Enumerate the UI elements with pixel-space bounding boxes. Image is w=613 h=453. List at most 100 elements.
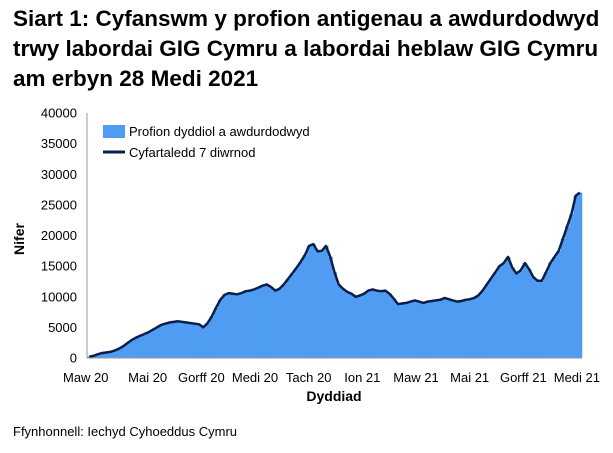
legend-bar-label: Profion dyddiol a awdurdodwyd [129, 124, 310, 139]
x-tick-label: Medi 21 [554, 370, 600, 385]
x-tick-label: Gorff 20 [178, 370, 225, 385]
bar [256, 287, 261, 358]
y-tick-label: 0 [70, 351, 77, 366]
bar [387, 293, 392, 358]
bar [273, 290, 278, 359]
bar [472, 297, 477, 358]
bar [383, 290, 388, 359]
bar [235, 294, 240, 358]
y-tick-label: 10000 [41, 289, 77, 304]
y-tick-labels: 0 5000 10000 15000 20000 25000 30000 35000 40000 [41, 106, 77, 366]
x-tick-label: Maw 21 [393, 370, 439, 385]
bar [184, 322, 189, 358]
bar [455, 301, 460, 358]
bar [125, 343, 130, 358]
y-tick-label: 35000 [41, 136, 77, 151]
bar [552, 256, 557, 358]
bar [175, 321, 181, 358]
bar [294, 267, 299, 358]
bar [319, 250, 325, 358]
bar [459, 301, 464, 358]
bar [99, 353, 105, 358]
bar [205, 323, 210, 358]
bar [298, 261, 304, 358]
bar [328, 256, 333, 358]
bar [285, 278, 291, 358]
axes [86, 113, 582, 359]
bar [556, 250, 562, 358]
bar [180, 321, 185, 358]
bar [527, 269, 532, 358]
bar [370, 289, 375, 358]
bar [133, 337, 139, 358]
bar [548, 263, 553, 358]
y-tick-label: 30000 [41, 167, 77, 182]
bar [433, 300, 439, 358]
bar [112, 350, 117, 358]
bar [408, 301, 414, 358]
legend-line-label: Cyfartaledd 7 diwrnod [129, 145, 255, 160]
bar [323, 245, 329, 358]
bar [353, 296, 359, 358]
bar [425, 301, 430, 358]
bar [505, 256, 511, 358]
bar-series [87, 192, 583, 359]
x-tick-label: Gorff 21 [500, 370, 547, 385]
bar [108, 351, 113, 359]
bar [142, 334, 147, 358]
bar [218, 299, 223, 358]
bar [137, 335, 143, 358]
bar [480, 290, 485, 359]
bar [404, 302, 409, 359]
x-tick-label: Mai 20 [128, 370, 167, 385]
bar [158, 324, 164, 358]
bar [120, 346, 126, 358]
bar [150, 329, 155, 358]
bar [349, 293, 354, 358]
y-tick-label: 25000 [41, 197, 77, 212]
bar [446, 299, 452, 358]
bar [95, 354, 100, 358]
bar [243, 291, 249, 358]
bar [340, 288, 346, 358]
x-tick-label: Medi 20 [232, 370, 278, 385]
bar [442, 297, 447, 358]
bar [247, 290, 253, 359]
x-tick-label: Mai 21 [450, 370, 489, 385]
bar [213, 307, 219, 358]
bar [146, 332, 151, 358]
bar [201, 327, 206, 359]
bar [429, 301, 435, 358]
legend: Profion dyddiol a awdurdodwyd Cyfartaled… [103, 124, 310, 160]
bar [357, 295, 363, 358]
bar [374, 290, 380, 359]
bar [290, 273, 295, 358]
x-tick-label: Maw 20 [63, 370, 109, 385]
bar [154, 327, 160, 359]
bar [476, 295, 481, 358]
bar [395, 304, 401, 358]
y-tick-label: 15000 [41, 259, 77, 274]
bar [438, 299, 443, 358]
y-tick-label: 40000 [41, 106, 77, 121]
bar [463, 299, 469, 358]
bar [188, 323, 194, 358]
bar [539, 280, 545, 358]
x-tick-labels: Maw 20 Mai 20 Gorff 20 Medi 20 Tach 20 Ion 21… [63, 370, 600, 385]
source-note: Ffynhonnell: Iechyd Cyhoeddus Cymru [13, 424, 238, 439]
bar [577, 192, 583, 359]
bar [412, 300, 418, 358]
bar [336, 284, 342, 358]
bar [484, 284, 490, 358]
bar [129, 340, 134, 358]
bar [116, 348, 122, 358]
y-tick-label: 20000 [41, 228, 77, 243]
x-tick-label: Tach 20 [286, 370, 332, 385]
average-line [88, 191, 581, 359]
y-axis-title: Nifer [11, 223, 27, 255]
bar [264, 284, 270, 358]
bar [535, 280, 540, 358]
bar [514, 273, 519, 358]
bar [103, 352, 109, 358]
bar [307, 245, 312, 358]
